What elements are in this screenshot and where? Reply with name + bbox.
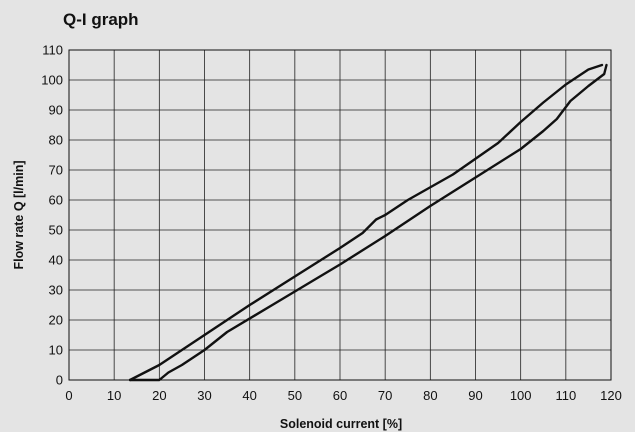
x-tick-label: 70	[378, 388, 392, 403]
y-tick-label: 100	[41, 73, 63, 88]
y-tick-label: 80	[49, 133, 63, 148]
chart-title: Q-I graph	[63, 10, 139, 29]
series-line-2	[128, 63, 608, 382]
y-tick-label: 0	[56, 373, 63, 388]
x-tick-label: 40	[242, 388, 256, 403]
x-tick-label: 50	[288, 388, 302, 403]
x-tick-label: 100	[510, 388, 532, 403]
series-layer	[128, 63, 608, 382]
grid	[68, 49, 612, 381]
y-tick-label: 20	[49, 313, 63, 328]
y-tick-label: 40	[49, 253, 63, 268]
y-tick-label: 90	[49, 103, 63, 118]
y-tick-label: 110	[42, 43, 63, 58]
x-tick-label: 10	[107, 388, 121, 403]
y-tick-label: 10	[49, 343, 63, 358]
x-tick-label: 30	[197, 388, 211, 403]
y-tick-label: 60	[49, 193, 63, 208]
tick-labels: 0 10 20 30 40 50 60 70 80 90 100 110 120 0 10 20 30 40 50 6…	[41, 43, 622, 404]
x-axis-label: Solenoid current [%]	[280, 417, 402, 431]
series-line-1	[128, 63, 604, 382]
y-tick-label: 50	[49, 223, 63, 238]
x-tick-label: 20	[152, 388, 166, 403]
y-axis-label: Flow rate Q [l/min]	[12, 160, 26, 269]
plot-frame	[68, 49, 612, 381]
y-tick-label: 70	[49, 163, 63, 178]
x-tick-label: 90	[468, 388, 482, 403]
x-tick-label: 60	[333, 388, 347, 403]
x-tick-label: 80	[423, 388, 437, 403]
x-tick-label: 120	[600, 388, 622, 403]
x-tick-label: 110	[555, 388, 576, 403]
x-tick-label: 0	[65, 388, 72, 403]
y-tick-label: 30	[49, 283, 63, 298]
